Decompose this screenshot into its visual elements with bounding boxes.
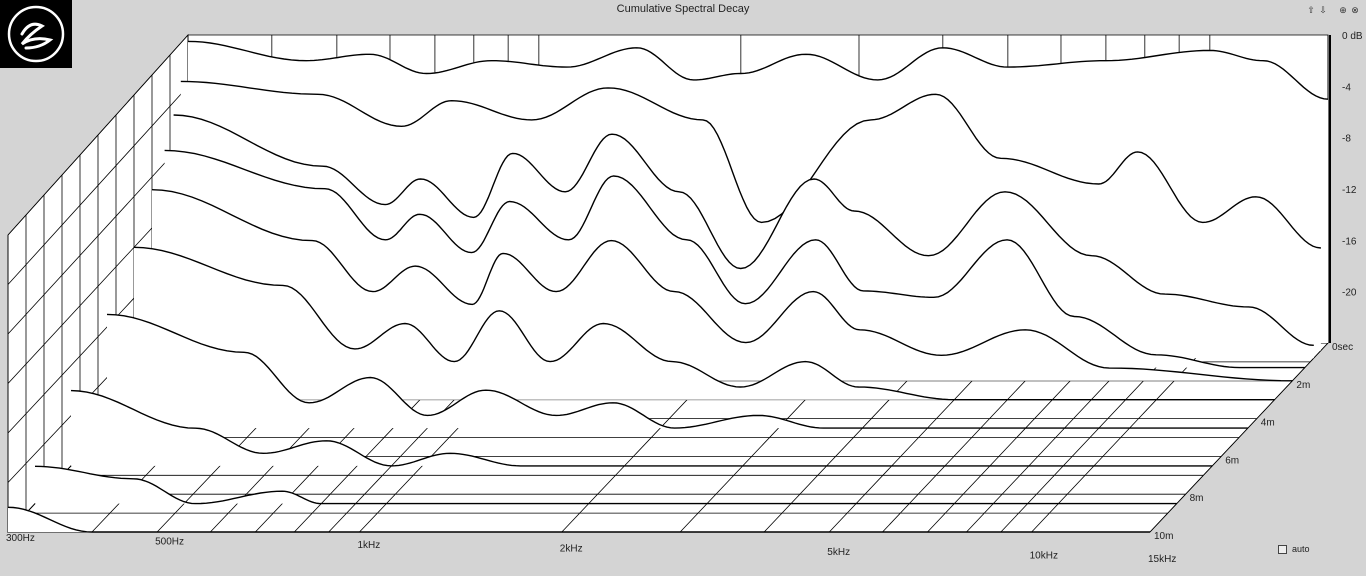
y-tick-label: -16 xyxy=(1342,236,1357,247)
arrow-down-icon[interactable]: ⇩ xyxy=(1319,5,1327,15)
x-tick-label: 1kHz xyxy=(357,540,380,551)
decay-slice-line xyxy=(70,389,1213,467)
z-tick-label: 4m xyxy=(1261,418,1275,429)
y-tick-label: -4 xyxy=(1342,82,1351,93)
z-tick-label: 2m xyxy=(1296,380,1310,391)
auto-checkbox[interactable] xyxy=(1278,544,1287,554)
z-tick-label: 6m xyxy=(1225,455,1239,466)
decay-slice-line xyxy=(133,246,1275,401)
window-title: Cumulative Spectral Decay xyxy=(616,3,750,15)
arrow-up-icon[interactable]: ⇧ xyxy=(1307,5,1315,15)
wall-db-gridline xyxy=(7,86,189,285)
x-tick-label: 15kHz xyxy=(1148,554,1176,565)
wall-db-gridline xyxy=(7,34,189,236)
decay-slice-line xyxy=(7,506,1150,533)
x-tick-label: 10kHz xyxy=(1030,551,1058,562)
z-tick-label: 0sec xyxy=(1332,342,1353,353)
x-tick-label: 300Hz xyxy=(6,533,35,544)
decay-slice-line xyxy=(180,80,1321,249)
logo-mark xyxy=(7,5,65,63)
decay-slices xyxy=(7,40,1329,533)
brand-logo xyxy=(0,0,72,68)
auto-toggle[interactable]: auto xyxy=(1278,544,1310,554)
decay-slice-fill xyxy=(107,314,1248,429)
decay-slice-fill xyxy=(134,247,1275,400)
target-down-icon[interactable]: ⊗ xyxy=(1351,5,1359,15)
decay-slice-line xyxy=(106,313,1248,429)
decay-slice-line xyxy=(164,149,1305,369)
toolbar: ⇧ ⇩ ⊕ ⊗ xyxy=(1306,4,1360,16)
auto-label: auto xyxy=(1292,544,1310,554)
decay-slice-line xyxy=(34,465,1177,505)
x-tick-label: 5kHz xyxy=(827,547,850,558)
target-up-icon[interactable]: ⊕ xyxy=(1339,5,1347,15)
y-tick-label: -8 xyxy=(1342,134,1351,145)
decay-slice-fill xyxy=(35,466,1177,504)
decay-slice-line xyxy=(173,114,1314,346)
x-tick-label: 500Hz xyxy=(155,537,184,548)
y-tick-label: -12 xyxy=(1342,185,1357,196)
wall-db-gridline xyxy=(7,137,189,335)
decay-slice-fill xyxy=(71,390,1213,466)
y-tick-label: -20 xyxy=(1342,288,1357,299)
z-tick-label: 10m xyxy=(1154,531,1173,542)
decay-slice-line xyxy=(151,189,1293,382)
x-tick-label: 2kHz xyxy=(560,544,583,555)
y-tick-label: 0 dB xyxy=(1342,31,1363,42)
decay-slice-line xyxy=(187,40,1329,100)
z-tick-label: 8m xyxy=(1190,493,1204,504)
axis-labels: 300Hz 500Hz 1kHz 2kHz 5kHz 10kHz 15kHz 0 dB -4 -8… xyxy=(6,31,1363,565)
